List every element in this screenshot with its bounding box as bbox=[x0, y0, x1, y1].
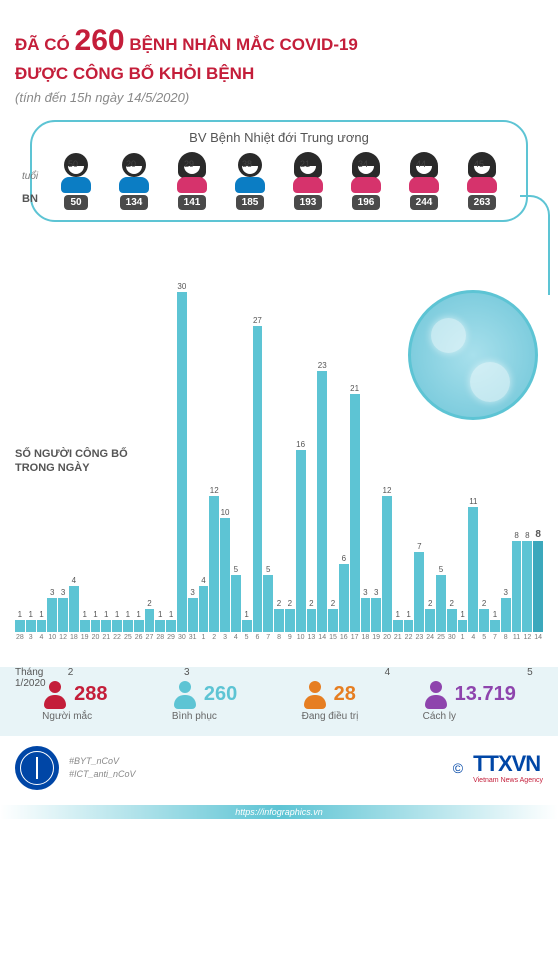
bar-item: 814 bbox=[533, 541, 543, 632]
bar-item: 15 bbox=[242, 620, 252, 631]
bar-item: 126 bbox=[134, 620, 144, 631]
main-title: ĐÃ CÓ 260 BỆNH NHÂN MẮC COVID-19 ĐƯỢC CÔ… bbox=[15, 20, 543, 86]
bar-item: 128 bbox=[155, 620, 165, 631]
bar-item: 121 bbox=[393, 620, 403, 631]
bar-item: 230 bbox=[447, 609, 457, 632]
bar-item: 122 bbox=[112, 620, 122, 631]
bn-label: BN bbox=[22, 193, 38, 205]
bar-item: 122 bbox=[404, 620, 414, 631]
stat-item: 288Người mắc bbox=[42, 681, 107, 722]
bar-item: 54 bbox=[231, 575, 241, 632]
bar-item: 331 bbox=[188, 598, 198, 632]
bar-item: 525 bbox=[436, 575, 446, 632]
agency-logo: TTXVN Vietnam News Agency bbox=[473, 751, 543, 784]
patient-item: 29141 bbox=[174, 153, 210, 210]
bar-item: 29 bbox=[285, 609, 295, 632]
patient-item: 20134 bbox=[116, 153, 152, 210]
bar-item: 310 bbox=[47, 598, 57, 632]
bar-item: 2314 bbox=[317, 371, 327, 632]
bar-item: 312 bbox=[58, 598, 68, 632]
bar-item: 121 bbox=[101, 620, 111, 631]
bar-item: 3030 bbox=[177, 292, 187, 632]
bar-item: 319 bbox=[371, 598, 381, 632]
ministry-seal-icon bbox=[15, 746, 59, 790]
bar-item: 38 bbox=[501, 598, 511, 632]
bar-item: 41 bbox=[199, 586, 209, 631]
bar-item: 125 bbox=[123, 620, 133, 631]
subtitle: (tính đến 15h ngày 14/5/2020) bbox=[15, 90, 543, 105]
bar-item: 418 bbox=[69, 586, 79, 631]
hospital-box: BV Bệnh Nhiệt đới Trung ương tuổi BN 505… bbox=[30, 120, 528, 222]
bar-item: 129 bbox=[166, 620, 176, 631]
stat-item: 13.719Cách ly bbox=[423, 681, 516, 722]
bar-item: 1220 bbox=[382, 496, 392, 632]
bar-item: 13 bbox=[26, 620, 36, 631]
person-icon bbox=[302, 681, 328, 709]
bar-item: 723 bbox=[414, 552, 424, 631]
hashtags: #BYT_nCoV #ICT_anti_nCoV bbox=[69, 755, 136, 780]
patient-item: 21193 bbox=[290, 153, 326, 210]
bar-item: 11 bbox=[458, 620, 468, 631]
bar-item: 114 bbox=[468, 507, 478, 632]
hospital-name: BV Bệnh Nhiệt đới Trung ương bbox=[47, 130, 511, 145]
bar-item: 103 bbox=[220, 518, 230, 631]
patient-item: 5050 bbox=[58, 153, 94, 210]
person-icon bbox=[172, 681, 198, 709]
bar-item: 1610 bbox=[296, 450, 306, 631]
bar-item: 120 bbox=[91, 620, 101, 631]
patient-item: 34196 bbox=[348, 153, 384, 210]
patient-item: 45263 bbox=[464, 153, 500, 210]
copyright-icon: © bbox=[453, 760, 463, 776]
bar-item: 213 bbox=[307, 609, 317, 632]
bar-item: 2117 bbox=[350, 394, 360, 632]
month-label: 2 bbox=[68, 667, 74, 678]
bar-item: 215 bbox=[328, 609, 338, 632]
bar-item: 119 bbox=[80, 620, 90, 631]
month-label: 3 bbox=[184, 667, 190, 678]
month-label: 4 bbox=[385, 667, 391, 678]
bar-item: 128 bbox=[15, 620, 25, 631]
bar-item: 57 bbox=[263, 575, 273, 632]
bar-item: 25 bbox=[479, 609, 489, 632]
patient-item: 44244 bbox=[406, 153, 442, 210]
bar-item: 318 bbox=[361, 598, 371, 632]
bar-item: 812 bbox=[522, 541, 532, 632]
bar-item: 224 bbox=[425, 609, 435, 632]
age-label: tuổi bbox=[22, 171, 38, 182]
month-label: Tháng 1/2020 bbox=[15, 667, 46, 689]
person-icon bbox=[42, 681, 68, 709]
bar-item: 811 bbox=[512, 541, 522, 632]
patient-item: 38185 bbox=[232, 153, 268, 210]
stat-item: 28Đang điều trị bbox=[302, 681, 359, 722]
person-icon bbox=[423, 681, 449, 709]
bar-item: 17 bbox=[490, 620, 500, 631]
bar-item: 122 bbox=[209, 496, 219, 632]
url-band: https://infographics.vn bbox=[0, 805, 558, 819]
bar-chart: SỐ NGƯỜI CÔNG BỐTRONG NGÀY 1281314310312… bbox=[15, 247, 543, 667]
bar-item: 616 bbox=[339, 564, 349, 632]
bar-item: 14 bbox=[37, 620, 47, 631]
footer: #BYT_nCoV #ICT_anti_nCoV © TTXVN Vietnam… bbox=[0, 736, 558, 805]
bar-item: 276 bbox=[253, 326, 263, 632]
bar-item: 28 bbox=[274, 609, 284, 632]
month-label: 5 bbox=[527, 667, 533, 678]
stats-band: 288Người mắc 260Bình phục 28Đang điều trị 1… bbox=[0, 667, 558, 736]
bar-item: 227 bbox=[145, 609, 155, 632]
stat-item: 260Bình phục bbox=[172, 681, 237, 722]
